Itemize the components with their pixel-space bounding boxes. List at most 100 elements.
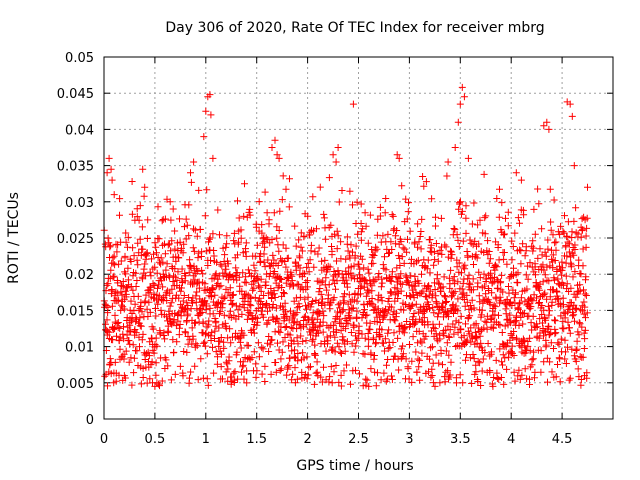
data-point: [353, 307, 361, 315]
data-point: [143, 250, 151, 258]
data-point: [413, 368, 421, 376]
data-point: [157, 306, 165, 314]
data-point: [486, 300, 494, 308]
data-point: [253, 367, 261, 375]
data-point: [303, 353, 311, 361]
data-point: [474, 378, 482, 385]
data-point: [312, 369, 320, 377]
data-point: [268, 236, 276, 243]
data-point: [414, 256, 422, 264]
data-point: [559, 228, 567, 236]
data-point: [497, 278, 505, 286]
data-point: [224, 365, 232, 373]
data-point: [435, 279, 443, 287]
data-point: [427, 373, 435, 381]
data-point: [320, 363, 327, 371]
data-point: [581, 326, 589, 334]
data-point: [560, 325, 568, 333]
plot-frame: [103, 56, 614, 420]
data-point: [235, 273, 243, 281]
data-point: [357, 228, 365, 236]
data-point: [551, 330, 559, 338]
data-point: [194, 267, 202, 275]
data-point: [364, 265, 372, 273]
data-point: [211, 335, 218, 342]
data-point: [110, 272, 118, 280]
data-point: [394, 274, 402, 282]
data-point: [553, 288, 561, 296]
data-point: [340, 297, 348, 305]
data-point: [124, 264, 132, 272]
data-point: [433, 271, 441, 279]
data-point: [169, 336, 177, 344]
data-point: [485, 298, 493, 306]
data-point: [278, 196, 286, 204]
data-point: [582, 243, 590, 251]
data-point: [129, 244, 137, 252]
data-point: [559, 294, 567, 302]
data-point: [299, 337, 307, 345]
data-point: [295, 303, 303, 310]
data-point: [291, 346, 298, 354]
data-point: [528, 356, 536, 364]
data-point: [161, 250, 169, 258]
data-point: [223, 240, 231, 248]
data-point: [240, 375, 248, 383]
data-point: [307, 363, 314, 371]
data-point: [133, 213, 141, 221]
data-point: [337, 382, 345, 390]
data-point: [203, 186, 211, 194]
data-point: [556, 262, 563, 270]
data-point: [230, 369, 238, 377]
data-point: [370, 355, 378, 363]
data-point: [154, 203, 162, 211]
data-point: [572, 293, 580, 301]
data-point: [481, 349, 489, 357]
data-point: [171, 227, 179, 235]
data-point: [364, 342, 372, 350]
data-point: [522, 271, 530, 279]
data-point: [430, 248, 438, 256]
data-point: [363, 311, 371, 319]
data-point: [311, 341, 319, 349]
data-point: [148, 335, 156, 343]
data-point: [582, 314, 589, 322]
data-point: [191, 226, 199, 234]
data-point: [175, 331, 183, 339]
data-point: [203, 375, 211, 383]
data-point: [332, 328, 340, 336]
data-point: [424, 256, 432, 264]
data-point: [335, 198, 343, 206]
data-point: [137, 322, 145, 330]
data-point: [544, 302, 552, 310]
data-point: [179, 297, 187, 305]
data-point: [179, 372, 187, 380]
data-point: [567, 259, 575, 267]
data-point: [295, 236, 303, 244]
data-point: [273, 151, 281, 159]
data-point: [299, 349, 307, 357]
data-point: [300, 313, 308, 321]
data-point: [167, 299, 175, 307]
data-point: [317, 290, 325, 298]
data-point: [552, 238, 560, 246]
data-point: [545, 323, 553, 331]
data-point: [406, 292, 414, 300]
data-point: [430, 309, 438, 317]
data-point: [109, 259, 117, 267]
data-point: [572, 347, 580, 354]
data-point: [545, 125, 553, 133]
data-point: [325, 174, 333, 182]
data-point: [328, 247, 336, 255]
data-point: [294, 261, 302, 269]
data-point: [415, 363, 423, 371]
data-point: [480, 270, 488, 278]
data-point: [152, 359, 160, 367]
data-point: [309, 298, 317, 305]
data-point: [566, 324, 573, 332]
data-point: [376, 212, 384, 220]
data-point: [340, 299, 347, 307]
data-point: [205, 235, 213, 243]
data-point: [242, 252, 250, 260]
